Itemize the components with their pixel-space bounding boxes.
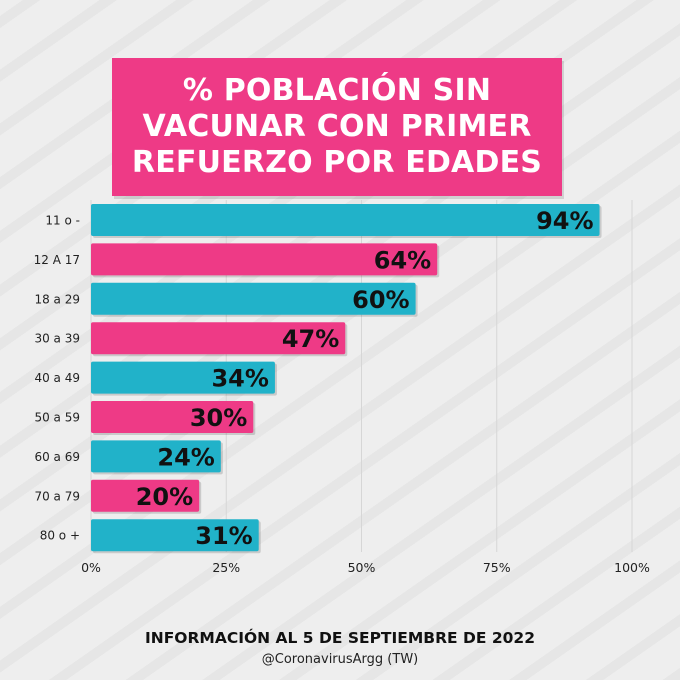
value-label: 30%: [190, 404, 247, 432]
category-label: 18 a 29: [34, 292, 80, 306]
x-tick-label: 100%: [614, 560, 650, 575]
x-tick-label: 50%: [348, 560, 376, 575]
category-label: 11 o -: [45, 214, 80, 228]
footer-credit: @CoronavirusArgg (TW): [261, 652, 419, 667]
bar: [91, 361, 275, 394]
bar: [91, 282, 416, 315]
bar: [91, 401, 254, 433]
bars: [91, 204, 602, 554]
value-label: 34%: [211, 365, 268, 393]
bar: [91, 440, 221, 473]
value-label: 94%: [536, 207, 593, 235]
value-label: 31%: [195, 522, 252, 550]
x-tick-label: 75%: [483, 560, 511, 575]
bar: [91, 519, 259, 552]
bar: [91, 243, 438, 276]
category-label: 30 a 39: [34, 332, 80, 346]
category-label: 50 a 59: [34, 411, 80, 425]
bar: [91, 322, 346, 355]
category-label: 12 A 17: [34, 253, 80, 267]
value-label: 47%: [282, 325, 339, 353]
x-tick-label: 0%: [81, 560, 101, 575]
bar: [91, 204, 600, 236]
category-label: 70 a 79: [34, 489, 80, 503]
x-tick-label: 25%: [212, 560, 240, 575]
category-label: 60 a 69: [34, 450, 80, 464]
bar: [91, 479, 200, 512]
chart-title: % POBLACIÓN SIN VACUNAR CON PRIMER REFUE…: [131, 73, 543, 180]
title-banner: % POBLACIÓN SIN VACUNAR CON PRIMER REFUE…: [112, 58, 562, 196]
value-label: 24%: [157, 443, 214, 471]
value-label: 20%: [136, 483, 193, 511]
value-label: 64%: [374, 246, 431, 274]
category-label: 40 a 49: [34, 371, 80, 385]
labels: 0% 25% 50% 75% 100% 11 o - 94% 12 A 17 64% 18 a 2…: [34, 207, 650, 575]
footer-date: INFORMACIÓN AL 5 DE SEPTIEMBRE DE 2022: [144, 629, 536, 647]
category-label: 80 o +: [40, 529, 80, 543]
value-label: 60%: [352, 286, 409, 314]
